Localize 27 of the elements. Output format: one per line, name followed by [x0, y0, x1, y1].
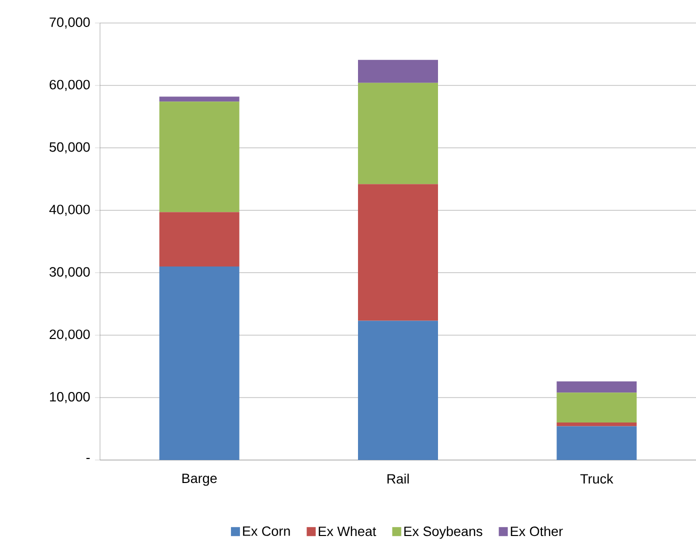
bar	[159, 212, 240, 266]
y-tick-label: -	[86, 458, 90, 459]
bar	[556, 381, 637, 393]
legend-label: Ex Soybeans	[404, 526, 482, 539]
y-tick-label: 50,000	[50, 142, 90, 154]
legend-label: Ex Corn	[243, 526, 290, 536]
y-tick-label: 10,000	[50, 392, 90, 404]
bar	[358, 320, 438, 460]
y-tick-label: 20,000	[50, 330, 90, 341]
y-tick-label: 40,000	[49, 204, 90, 216]
bar	[358, 60, 438, 83]
legend-label: Ex Wheat	[318, 526, 376, 536]
bar	[159, 102, 240, 212]
bar	[159, 266, 240, 460]
x-tick-label: Truck	[580, 474, 614, 484]
bar	[556, 392, 637, 423]
x-tick-label: Rail	[387, 474, 409, 484]
y-tick-label: 70,000	[50, 17, 90, 29]
legend-label: Ex Other	[510, 526, 563, 536]
y-tick-label: 30,000	[50, 267, 90, 278]
bar	[358, 82, 438, 184]
x-tick-label: Barge	[182, 474, 217, 486]
bar	[556, 422, 637, 426]
bar	[358, 184, 438, 321]
bar	[159, 96, 240, 102]
y-tick-label: 60,000	[50, 80, 90, 91]
bar	[556, 426, 637, 460]
